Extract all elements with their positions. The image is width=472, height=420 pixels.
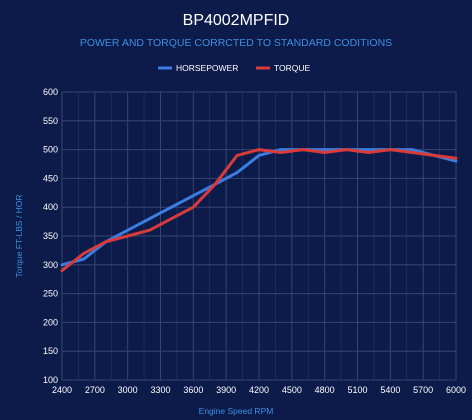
x-tick-label: 3300 [150, 385, 170, 395]
chart-subtitle: POWER AND TORQUE CORRCTED TO STANDARD CO… [80, 37, 392, 49]
x-tick-label: 2400 [52, 385, 72, 395]
y-axis-ticks: 100 150 200 250 300 350 400 450 500 550 600 [43, 87, 58, 385]
y-tick-label: 300 [43, 260, 58, 270]
x-tick-label: 4800 [315, 385, 335, 395]
y-tick-label: 250 [43, 289, 58, 299]
y-tick-label: 100 [43, 375, 58, 385]
x-tick-label: 6000 [446, 385, 466, 395]
legend-label-torque: TORQUE [274, 63, 311, 73]
x-tick-label: 3600 [183, 385, 203, 395]
y-tick-label: 200 [43, 317, 58, 327]
y-tick-label: 500 [43, 145, 58, 155]
x-tick-label: 5700 [413, 385, 433, 395]
legend: HORSEPOWER TORQUE [158, 63, 311, 73]
x-tick-label: 3900 [216, 385, 236, 395]
y-tick-label: 400 [43, 202, 58, 212]
x-axis-ticks: 2400 2700 3000 3300 3600 3900 4200 4500 4800 5100… [52, 385, 466, 395]
x-tick-label: 5100 [347, 385, 367, 395]
y-tick-label: 150 [43, 346, 58, 356]
chart-title: BP4002MPFID [183, 12, 290, 29]
series-lines [60, 148, 458, 273]
x-tick-label: 4500 [282, 385, 302, 395]
y-tick-label: 550 [43, 116, 58, 126]
x-tick-label: 5400 [380, 385, 400, 395]
series-line-torque [60, 148, 458, 273]
y-tick-label: 600 [43, 87, 58, 97]
x-tick-label: 3000 [118, 385, 138, 395]
x-tick-label: 4200 [249, 385, 269, 395]
x-axis-label: Engine Speed RPM [199, 406, 274, 416]
grid [61, 91, 457, 381]
y-tick-label: 450 [43, 173, 58, 183]
x-tick-label: 2700 [85, 385, 105, 395]
y-axis-label: Torque FT-LBS / HOR [14, 194, 24, 277]
legend-label-horsepower: HORSEPOWER [176, 63, 238, 73]
y-tick-label: 350 [43, 231, 58, 241]
